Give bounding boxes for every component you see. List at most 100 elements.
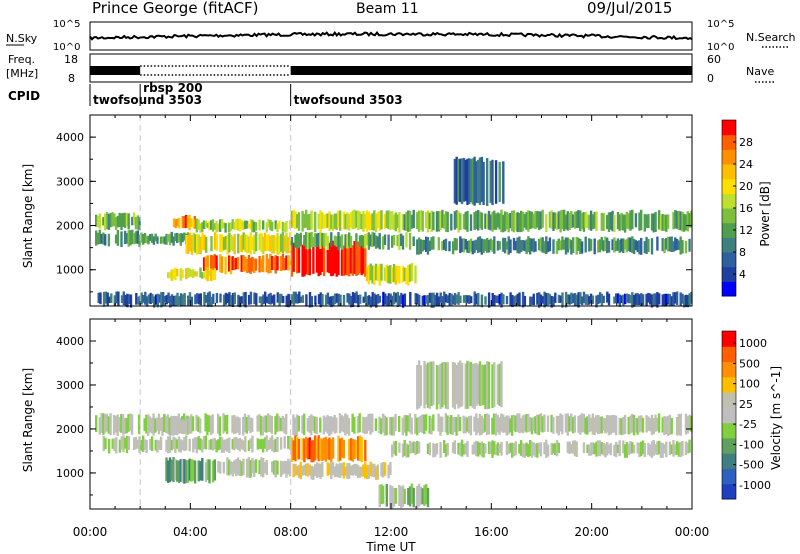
data-cell: [249, 291, 253, 305]
x-tick-label: 12:00: [374, 525, 409, 539]
data-cell: [462, 238, 466, 253]
colorbar-segment: [722, 266, 736, 282]
data-cell: [255, 232, 258, 252]
data-cell: [487, 361, 491, 409]
data-cell: [305, 232, 308, 250]
data-cell: [559, 210, 562, 233]
data-cell: [410, 262, 414, 281]
data-cell: [589, 293, 593, 304]
data-cell: [219, 234, 222, 253]
data-cell: [348, 439, 351, 460]
data-cell: [317, 294, 321, 305]
data-cell: [577, 415, 580, 433]
data-cell: [582, 212, 586, 232]
data-cell: [665, 214, 668, 232]
data-cell: [543, 442, 546, 455]
data-cell: [389, 211, 392, 230]
data-cell: [371, 265, 374, 284]
data-cell: [297, 243, 301, 273]
data-cell: [185, 418, 188, 434]
data-cell: [351, 464, 354, 476]
data-cell: [301, 211, 304, 232]
data-cell: [484, 414, 487, 432]
data-cell: [495, 295, 498, 303]
data-cell: [389, 265, 392, 284]
data-cell: [503, 237, 507, 254]
data-cell: [686, 442, 689, 454]
data-cell: [179, 233, 182, 246]
data-cell: [344, 234, 347, 249]
data-cell: [593, 417, 596, 435]
data-cell: [312, 466, 315, 480]
data-cell: [478, 211, 482, 228]
data-cell: [210, 220, 213, 230]
data-cell: [457, 362, 460, 409]
data-cell: [374, 418, 378, 431]
colorbar-segment: [722, 376, 736, 393]
data-cell: [276, 413, 279, 432]
data-cell: [466, 211, 469, 232]
data-cell: [281, 461, 285, 475]
data-cell: [303, 464, 306, 476]
data-cell: [652, 418, 655, 435]
data-cell: [460, 158, 464, 205]
data-cell: [224, 236, 227, 250]
data-cell: [366, 295, 369, 306]
data-cell: [444, 294, 448, 303]
data-cell: [295, 414, 299, 436]
y-tick-label: 4000: [56, 335, 84, 348]
data-cell: [170, 459, 173, 481]
data-cell: [457, 158, 460, 202]
data-cell: [462, 295, 466, 303]
data-cell: [611, 210, 614, 232]
data-cell: [414, 293, 417, 304]
data-cell: [259, 415, 263, 436]
data-cell: [443, 239, 446, 250]
data-cell: [160, 292, 163, 308]
data-cell: [222, 439, 225, 453]
data-cell: [401, 443, 405, 458]
data-cell: [373, 293, 376, 307]
data-cell: [110, 293, 113, 303]
data-cell: [342, 439, 345, 459]
data-cell: [521, 240, 525, 251]
data-cell: [443, 362, 446, 405]
colorbar-tick-label: 28: [739, 136, 753, 149]
data-cell: [176, 218, 179, 226]
data-cell: [167, 436, 170, 454]
data-cell: [451, 416, 455, 435]
data-cell: [525, 442, 528, 456]
data-cell: [192, 219, 195, 228]
data-cell: [446, 211, 449, 233]
data-cell: [177, 460, 181, 483]
data-cell: [688, 238, 691, 252]
data-cell: [322, 415, 326, 435]
data-cell: [326, 439, 329, 460]
data-cell: [249, 232, 252, 255]
data-cell: [355, 244, 358, 276]
data-cell: [249, 438, 252, 449]
data-cell: [246, 234, 249, 254]
data-cell: [661, 442, 664, 458]
colorbar-segment: [722, 281, 736, 297]
data-cell: [281, 415, 284, 432]
data-cell: [98, 213, 101, 229]
data-cell: [156, 293, 159, 308]
data-cell: [410, 442, 414, 454]
data-cell: [183, 216, 186, 229]
data-cell: [365, 465, 369, 479]
data-cell: [330, 214, 333, 230]
nave-tick-top: 60: [707, 53, 721, 66]
data-cell: [491, 440, 494, 458]
data-cell: [346, 414, 349, 434]
colorbar-segment: [722, 120, 736, 136]
data-cell: [231, 415, 234, 433]
data-cell: [183, 437, 186, 452]
data-cell: [231, 219, 234, 229]
data-cell: [181, 419, 184, 435]
data-cell: [502, 161, 505, 204]
data-cell: [423, 414, 426, 434]
data-cell: [391, 211, 394, 230]
